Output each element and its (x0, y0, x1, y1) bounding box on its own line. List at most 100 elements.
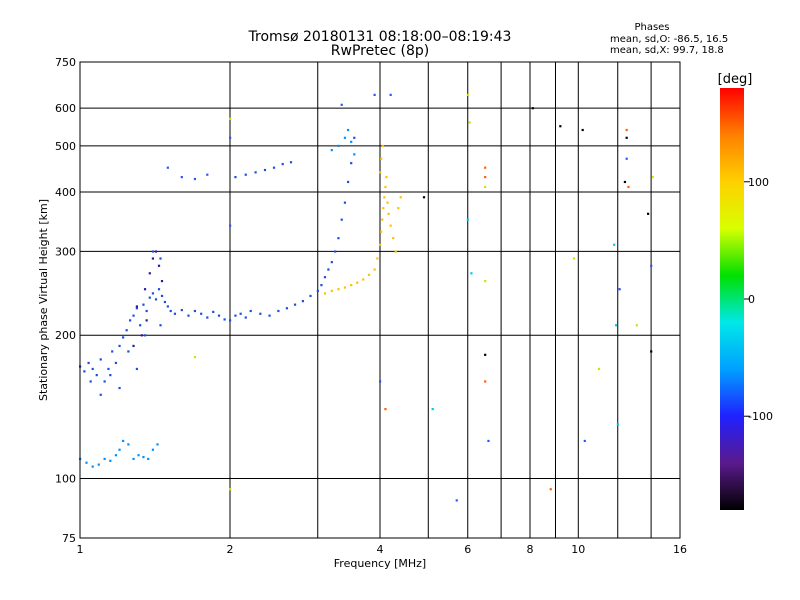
data-point (132, 344, 135, 348)
data-point (340, 103, 343, 106)
data-point (346, 180, 350, 184)
data-point (122, 336, 125, 339)
data-point (350, 140, 353, 143)
y-tick-label: 300 (55, 245, 76, 258)
data-point (392, 237, 395, 240)
data-point (293, 303, 297, 306)
data-point (259, 312, 262, 315)
data-point (229, 488, 232, 491)
data-point (206, 173, 209, 176)
data-point (156, 443, 159, 446)
data-point (350, 284, 353, 287)
data-point (549, 488, 552, 491)
data-point (616, 423, 619, 426)
data-point (627, 185, 630, 189)
data-point (583, 439, 586, 443)
x-tick-label: 10 (571, 543, 585, 556)
data-point (356, 281, 359, 284)
data-point (384, 185, 387, 189)
data-point (229, 117, 232, 120)
data-point (159, 257, 162, 260)
data-point (229, 224, 232, 227)
data-point (154, 250, 158, 253)
data-point (330, 289, 333, 292)
data-point (111, 350, 114, 353)
data-point (103, 457, 106, 461)
x-tick-label: 2 (227, 543, 234, 556)
data-point (154, 298, 158, 301)
data-point (244, 316, 247, 319)
data-point (316, 289, 319, 292)
data-point (151, 292, 155, 295)
data-point (157, 288, 161, 291)
data-point (466, 218, 469, 221)
chart-title: Tromsø 20180131 08:18:00–08:19:43 (248, 29, 512, 45)
x-axis-label: Frequency [MHz] (334, 557, 426, 570)
data-point (187, 314, 190, 317)
data-point (323, 276, 327, 279)
data-point (127, 443, 130, 446)
data-point (379, 171, 382, 174)
data-point (334, 250, 337, 253)
data-point (484, 353, 487, 356)
data-point (346, 128, 350, 132)
y-tick-label: 600 (55, 102, 76, 115)
data-point (381, 144, 384, 148)
data-point (135, 367, 138, 371)
data-point (353, 136, 356, 139)
data-point (387, 212, 390, 215)
data-point (109, 374, 112, 377)
data-point (148, 272, 151, 275)
data-point (139, 324, 142, 327)
data-point (350, 162, 353, 165)
data-point (200, 312, 203, 315)
data-point (455, 499, 458, 502)
data-point (301, 300, 305, 303)
data-point (85, 461, 88, 464)
chart-subtitle: RwPretec (8p) (331, 43, 429, 59)
data-point (122, 439, 125, 443)
data-point (373, 268, 376, 271)
data-point (114, 361, 118, 365)
colorbar-label: [deg] (718, 72, 753, 87)
data-point (140, 334, 143, 337)
data-point (320, 284, 323, 287)
data-point (484, 380, 487, 383)
data-point (87, 361, 90, 365)
data-point (151, 257, 155, 260)
data-point (91, 465, 94, 468)
data-point (431, 407, 434, 411)
data-point (193, 356, 197, 359)
data-point (143, 334, 147, 337)
data-point (386, 201, 389, 204)
data-point (272, 166, 276, 169)
data-point (281, 162, 284, 166)
data-point (484, 175, 487, 179)
data-point (340, 218, 343, 221)
data-point (373, 93, 376, 96)
data-point (97, 463, 100, 466)
data-point (397, 207, 400, 210)
data-point (285, 307, 288, 310)
data-point (163, 300, 167, 304)
x-tick-label: 16 (673, 543, 687, 556)
data-point (422, 196, 426, 199)
data-point (83, 370, 86, 373)
data-point (147, 457, 150, 461)
data-point (99, 358, 102, 361)
plot-grid (80, 62, 680, 538)
data-point (118, 448, 121, 451)
data-point (383, 196, 386, 199)
data-point (142, 303, 145, 306)
data-point (572, 257, 576, 260)
data-point (323, 292, 327, 295)
data-point (468, 121, 471, 124)
data-point (180, 175, 183, 179)
data-point (389, 93, 392, 96)
data-point (142, 455, 145, 459)
data-point (148, 296, 151, 299)
data-point (103, 380, 106, 383)
data-point (143, 288, 147, 291)
data-point (212, 310, 215, 314)
data-point (244, 173, 247, 176)
